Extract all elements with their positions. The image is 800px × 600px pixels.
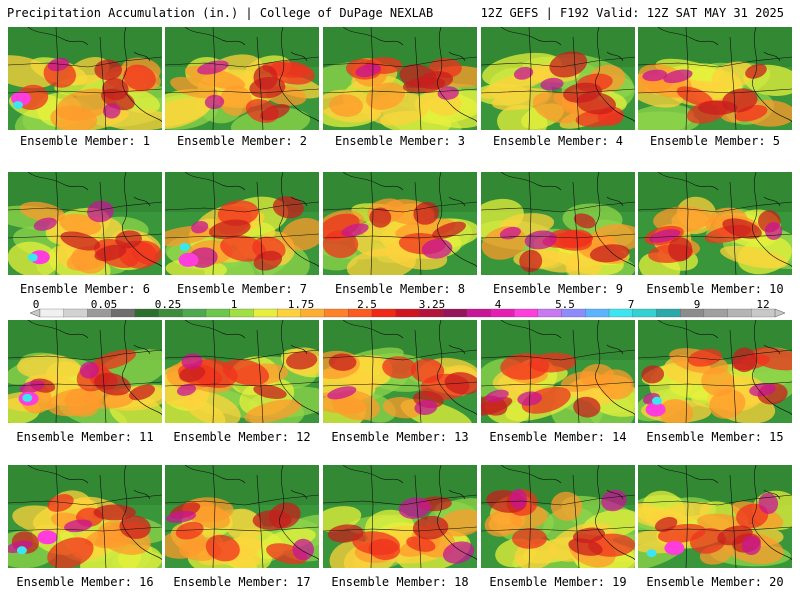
ensemble-map-panel (8, 465, 162, 568)
scale-tick-label: 2.5 (357, 298, 377, 311)
ensemble-map-panel (323, 27, 477, 130)
scale-swatch (680, 308, 705, 318)
scale-swatch (466, 308, 491, 318)
scale-tick-label: 0.25 (154, 298, 182, 311)
ensemble-map-panel (165, 172, 319, 275)
ensemble-member-caption: Ensemble Member: 20 (646, 575, 784, 589)
scale-tick-label: 1 (230, 298, 238, 311)
scale-swatch (703, 308, 729, 318)
scale-swatch (63, 308, 88, 318)
ensemble-map-panel (323, 320, 477, 423)
scale-tick-label: 1.75 (287, 298, 315, 311)
ensemble-map-panel (638, 27, 792, 130)
ensemble-member-caption: Ensemble Member: 15 (646, 430, 784, 444)
ensemble-member-caption: Ensemble Member: 5 (649, 134, 781, 148)
scale-swatch (656, 308, 681, 318)
scale-swatch (205, 308, 231, 318)
scale-tick-label: 3.25 (418, 298, 446, 311)
ensemble-map-panel (8, 172, 162, 275)
scale-swatch (514, 308, 539, 318)
scale-swatch (632, 308, 657, 318)
ensemble-member-caption: Ensemble Member: 11 (16, 430, 154, 444)
ensemble-member-caption: Ensemble Member: 1 (19, 134, 151, 148)
ensemble-member-caption: Ensemble Member: 6 (19, 282, 151, 296)
ensemble-member-caption: Ensemble Member: 10 (646, 282, 784, 296)
ensemble-member-caption: Ensemble Member: 7 (176, 282, 308, 296)
ensemble-member-caption: Ensemble Member: 8 (334, 282, 466, 296)
ensemble-map-panel (638, 465, 792, 568)
ensemble-map-panel (165, 320, 319, 423)
color-scale-bar (30, 308, 785, 318)
ensemble-member-caption: Ensemble Member: 17 (173, 575, 311, 589)
map-title: Precipitation Accumulation (in.) | Colle… (7, 6, 434, 20)
scale-tick-label: 0 (32, 298, 40, 311)
ensemble-map-panel (8, 27, 162, 130)
ensemble-map-panel (481, 172, 635, 275)
scale-swatch (585, 308, 610, 318)
ensemble-map-panel (165, 27, 319, 130)
scale-tick-label: 5.5 (555, 298, 575, 311)
ensemble-map-panel (323, 172, 477, 275)
ensemble-map-panel (481, 320, 635, 423)
ensemble-member-caption: Ensemble Member: 12 (173, 430, 311, 444)
ensemble-member-caption: Ensemble Member: 4 (492, 134, 624, 148)
scale-tick-label: 4 (494, 298, 502, 311)
ensemble-map-panel (481, 27, 635, 130)
scale-tick-label: 12 (756, 298, 770, 311)
ensemble-map-panel (165, 465, 319, 568)
scale-swatch (395, 308, 420, 318)
scale-tick-label: 7 (627, 298, 635, 311)
ensemble-map-panel (8, 320, 162, 423)
ensemble-member-caption: Ensemble Member: 14 (489, 430, 627, 444)
ensemble-map-panel (481, 465, 635, 568)
ensemble-member-caption: Ensemble Member: 13 (331, 430, 469, 444)
scale-swatch (253, 308, 278, 318)
scale-tick-label: 9 (693, 298, 701, 311)
scale-swatch (39, 308, 65, 318)
ensemble-member-caption: Ensemble Member: 18 (331, 575, 469, 589)
model-run-info: 12Z GEFS | F192 Valid: 12Z SAT MAY 31 20… (480, 6, 784, 20)
scale-swatch (442, 308, 468, 318)
ensemble-member-caption: Ensemble Member: 16 (16, 575, 154, 589)
ensemble-member-caption: Ensemble Member: 2 (176, 134, 308, 148)
ensemble-map-panel (323, 465, 477, 568)
scale-tick-label: 0.05 (90, 298, 118, 311)
ensemble-member-caption: Ensemble Member: 9 (492, 282, 624, 296)
scale-swatch (324, 308, 349, 318)
ensemble-member-caption: Ensemble Member: 19 (489, 575, 627, 589)
scale-swatch (182, 308, 207, 318)
ensemble-map-panel (638, 320, 792, 423)
ensemble-member-caption: Ensemble Member: 3 (334, 134, 466, 148)
scale-swatch (727, 308, 752, 318)
ensemble-map-panel (638, 172, 792, 275)
